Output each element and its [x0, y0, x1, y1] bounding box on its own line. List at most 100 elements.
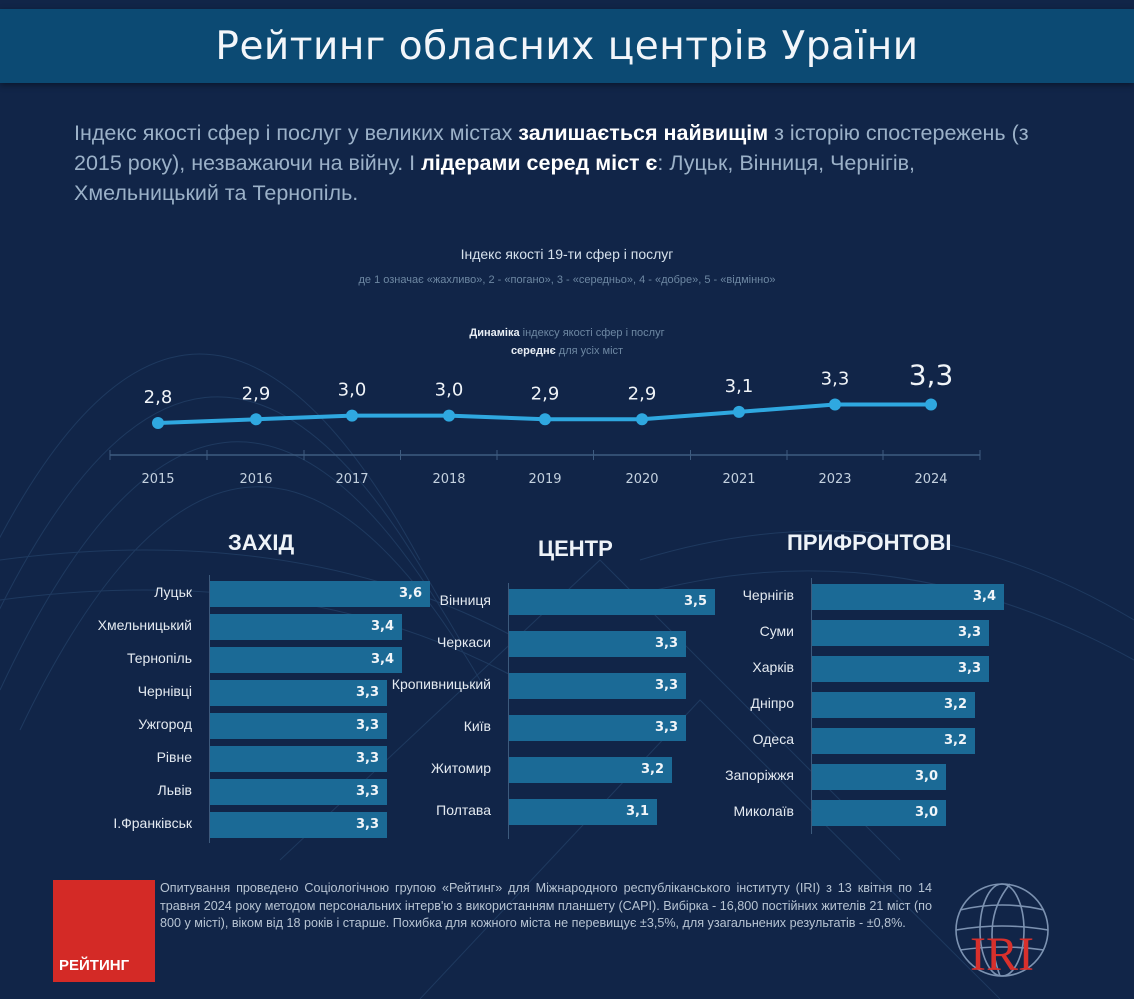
data-point	[443, 409, 455, 422]
intro-bold-1: залишається найвищім	[518, 121, 769, 145]
bar: 3,2	[509, 757, 672, 783]
page-title: Рейтинг обласних центрів Ураїни	[215, 23, 919, 69]
bar-category-label: Суми	[759, 623, 794, 639]
data-point	[636, 413, 648, 426]
bar-value-label: 3,3	[355, 718, 379, 733]
bar: 3,3	[509, 715, 686, 741]
data-label: 3,0	[435, 380, 464, 401]
intro-paragraph: Індекс якості сфер і послуг у великих мі…	[74, 118, 1064, 208]
bar: 3,3	[210, 779, 387, 805]
bar: 3,3	[509, 631, 686, 657]
bar-value-label: 3,3	[355, 784, 379, 799]
data-point	[925, 398, 937, 411]
bar-category-label: І.Франківськ	[113, 815, 192, 831]
bar-value-label: 3,1	[625, 804, 649, 819]
x-tick-label: 2016	[239, 472, 272, 487]
bar-category-label: Кропивницький	[391, 676, 491, 692]
data-label: 3,3	[821, 369, 850, 390]
bar-value-label: 3,3	[654, 636, 678, 651]
x-tick-label: 2024	[914, 472, 947, 487]
x-tick-label: 2015	[141, 472, 174, 487]
bar-axis	[209, 575, 210, 843]
bar-value-label: 3,3	[355, 817, 379, 832]
iri-label: IRI	[970, 928, 1034, 981]
bar: 3,4	[210, 614, 402, 640]
region-title: ЦЕНТР	[538, 536, 613, 561]
bar: 3,0	[812, 800, 946, 826]
average-caption: середнє для усіх міст	[0, 345, 1134, 357]
bar-value-label: 3,3	[957, 625, 981, 640]
average-rest: для усіх міст	[555, 345, 624, 357]
x-tick-label: 2017	[335, 472, 368, 487]
bar-axis	[508, 583, 509, 839]
bar-value-label: 3,3	[355, 685, 379, 700]
data-point	[346, 409, 358, 422]
bar: 3,0	[812, 764, 946, 790]
bar-category-label: Ужгород	[138, 716, 192, 732]
region-title: ЗАХІД	[228, 530, 295, 555]
data-label: 3,0	[338, 380, 367, 401]
bar: 3,5	[509, 589, 715, 615]
data-label: 2,9	[628, 383, 657, 404]
intro-bold-2: лідерами серед міст є	[421, 151, 658, 175]
bar-value-label: 3,3	[654, 678, 678, 693]
bar-value-label: 3,3	[654, 720, 678, 735]
bar: 3,3	[509, 673, 686, 699]
rating-logo: РЕЙТИНГ	[53, 880, 155, 982]
x-tick-label: 2018	[432, 472, 465, 487]
bar-value-label: 3,0	[914, 805, 938, 820]
data-point	[250, 413, 262, 426]
bar-axis	[811, 578, 812, 834]
dynamics-rest: індексу якості сфер і послуг	[519, 327, 665, 339]
bar-value-label: 3,4	[370, 652, 394, 667]
data-label: 3,3	[909, 359, 954, 392]
x-tick-label: 2021	[722, 472, 755, 487]
data-point	[539, 413, 551, 426]
bar: 3,2	[812, 728, 975, 754]
bar-value-label: 3,4	[972, 589, 996, 604]
bar-category-label: Запоріжжя	[725, 767, 794, 783]
index-title: Індекс якості 19-ти сфер і послуг	[460, 246, 674, 262]
dynamics-caption: Динаміка індексу якості сфер і послуг	[0, 327, 1134, 339]
data-label: 3,1	[725, 376, 754, 397]
bar: 3,4	[812, 584, 1004, 610]
data-point	[829, 398, 841, 411]
index-scale-note: де 1 означає «жахливо», 2 - «погано», 3 …	[358, 274, 776, 286]
title-bar: Рейтинг обласних центрів Ураїни	[0, 9, 1134, 83]
x-tick-label: 2023	[818, 472, 851, 487]
bar: 3,3	[210, 713, 387, 739]
bar-category-label: Рівне	[156, 749, 192, 765]
bar-category-label: Миколаїв	[733, 803, 794, 819]
bar: 3,3	[812, 656, 989, 682]
x-tick-label: 2020	[625, 472, 658, 487]
bar-value-label: 3,3	[957, 661, 981, 676]
bar: 3,2	[812, 692, 975, 718]
bar: 3,3	[210, 680, 387, 706]
bar-value-label: 3,2	[943, 697, 967, 712]
bar-category-label: Луцьк	[154, 584, 192, 600]
average-bold: середнє	[510, 345, 556, 357]
x-tick-label: 2019	[528, 472, 561, 487]
bar: 3,4	[210, 647, 402, 673]
bar-category-label: Черкаси	[437, 634, 491, 650]
bar-value-label: 3,2	[640, 762, 664, 777]
bar-category-label: Вінниця	[439, 592, 491, 608]
intro-text-2: з історію спостережень (з 2015 року), не…	[74, 121, 1029, 175]
bar-category-label: Хмельницький	[97, 617, 192, 633]
bar-category-label: Дніпро	[750, 695, 794, 711]
data-point	[152, 417, 164, 429]
rating-logo-label: РЕЙТИНГ	[59, 957, 130, 974]
bar-value-label: 3,6	[398, 586, 422, 601]
data-label: 2,9	[531, 383, 560, 404]
bar-category-label: Тернопіль	[126, 650, 192, 666]
bar-category-label: Житомир	[430, 760, 491, 776]
bar: 3,3	[812, 620, 989, 646]
bar-category-label: Одеса	[752, 731, 794, 747]
intro-text-1: Індекс якості сфер і послуг у великих мі…	[74, 121, 519, 145]
bar-category-label: Харків	[752, 659, 794, 675]
bar-value-label: 3,3	[355, 751, 379, 766]
bar-value-label: 3,0	[914, 769, 938, 784]
bar-category-label: Київ	[463, 718, 491, 734]
bar-category-label: Чернігів	[742, 587, 794, 603]
dynamics-bold: Динаміка	[469, 327, 520, 339]
